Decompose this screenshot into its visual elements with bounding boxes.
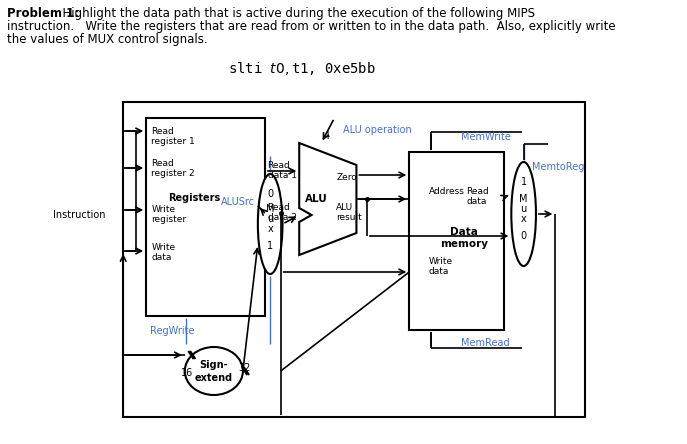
Text: RegWrite: RegWrite [150,326,195,336]
Text: 0: 0 [267,189,273,199]
Text: data 1: data 1 [267,171,297,181]
Text: Write: Write [429,258,453,266]
Text: Data: Data [450,227,477,237]
Text: register 1: register 1 [151,136,195,146]
Text: 32: 32 [238,363,251,373]
Text: MemtoReg: MemtoReg [532,162,585,172]
Text: result: result [336,213,362,222]
Text: Read: Read [267,162,291,170]
Text: Write: Write [151,206,175,214]
Bar [409,152,504,330]
Text: data: data [429,267,449,277]
Text: extend: extend [195,373,233,383]
Text: data 2: data 2 [267,214,296,222]
Polygon shape [300,143,357,255]
Text: ALU: ALU [336,202,353,211]
Text: ALU: ALU [306,194,328,204]
Text: u: u [521,204,527,214]
Text: ALUSrc: ALUSrc [221,197,255,207]
Text: memory: memory [440,239,488,249]
Text: data: data [466,198,487,206]
Ellipse shape [185,347,243,395]
Text: slti $t0, $t1, 0xe5bb: slti $t0, $t1, 0xe5bb [228,60,376,77]
Text: Instruction: Instruction [53,210,106,220]
Text: 16: 16 [181,368,194,378]
Ellipse shape [258,174,282,274]
Text: 1: 1 [267,241,273,251]
Text: u: u [267,214,273,224]
Ellipse shape [511,162,536,266]
Text: Read: Read [466,187,489,197]
Text: MemRead: MemRead [461,338,510,348]
Text: Registers: Registers [168,193,221,203]
Text: MemWrite: MemWrite [461,132,511,142]
Text: M: M [266,204,274,214]
Text: Write: Write [151,243,175,253]
Text: Problem 1:: Problem 1: [7,7,79,20]
Text: Zero: Zero [336,173,357,182]
Text: instruction.   Write the registers that are read from or written to in the data : instruction. Write the registers that ar… [7,20,616,33]
Text: register 2: register 2 [151,170,195,178]
Text: Highlight the data path that is active during the execution of the following MIP: Highlight the data path that is active d… [54,7,534,20]
Text: ALU operation: ALU operation [344,125,412,135]
Text: the values of MUX control signals.: the values of MUX control signals. [7,33,207,46]
Text: Read: Read [267,203,291,213]
Text: Read: Read [151,127,174,135]
Text: M: M [519,194,528,204]
Text: 1: 1 [521,177,527,187]
Text: Read: Read [151,159,174,169]
Bar [123,102,585,417]
Text: 4: 4 [324,131,330,141]
Text: Sign-: Sign- [199,360,228,370]
Text: data: data [151,254,172,262]
Text: 0: 0 [521,231,527,241]
Text: x: x [267,224,273,234]
Text: Address: Address [429,187,464,197]
Bar [146,118,265,316]
Text: x: x [521,214,526,224]
Text: register: register [151,215,186,225]
